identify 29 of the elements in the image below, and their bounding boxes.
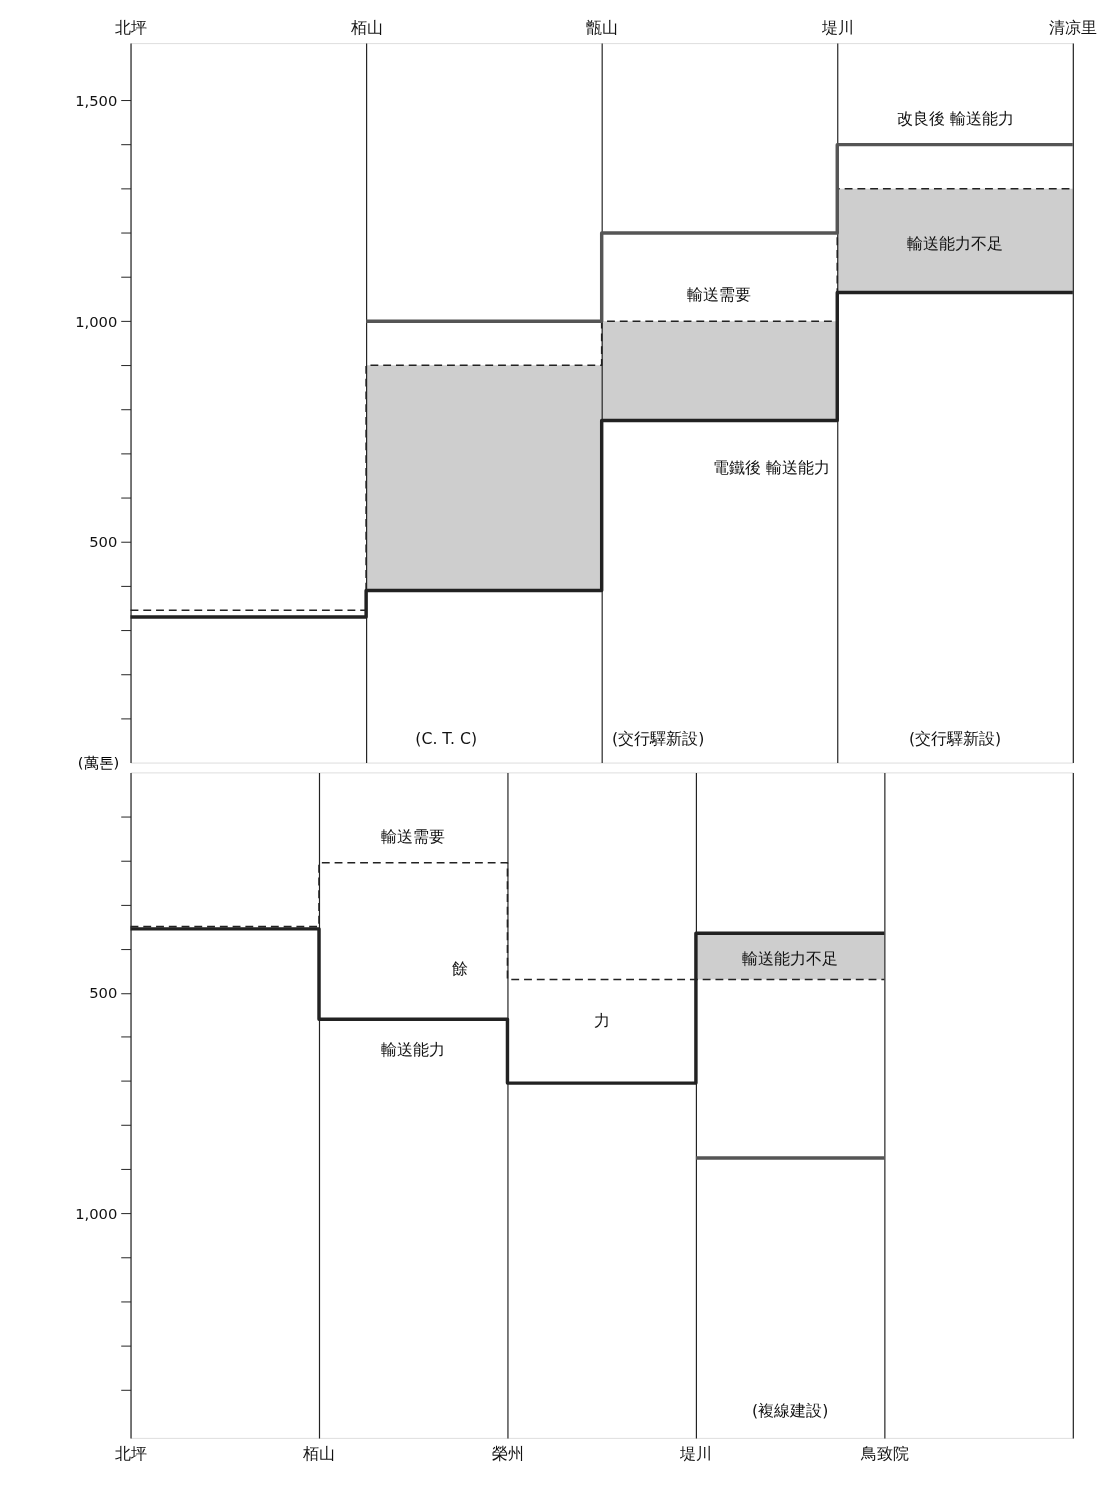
annotation: 電鐵後 輸送能力 (712, 457, 830, 477)
y-tick-label: 500 (89, 984, 118, 1002)
annotation: 力 (593, 1010, 610, 1030)
annotation: (交行驛新設) (908, 728, 1002, 748)
x-tick-label: 栢山 (302, 1443, 336, 1463)
x-tick-label: 栢山 (349, 17, 383, 37)
annotation: (複線建設) (752, 1401, 829, 1421)
x-tick-label: 榮州 (491, 1443, 524, 1463)
annotation: 輸送需要 (687, 284, 752, 304)
x-tick-label: 堤川 (820, 17, 854, 37)
annotation: 改良後 輸送能力 (896, 108, 1014, 128)
annotation: 輸送能力 (381, 1039, 446, 1059)
y-tick-label: 1,000 (75, 312, 118, 330)
annotation: (C. T. C) (415, 728, 478, 748)
y-tick-label: 1,500 (75, 91, 118, 109)
y-tick-label: 1,000 (75, 1204, 118, 1222)
x-tick-label: 堤川 (679, 1443, 713, 1463)
annotation: 輸送能力不足 (907, 234, 1004, 254)
annotation: 輸送需要 (381, 826, 446, 846)
annotation: 輸送能力不足 (742, 948, 839, 968)
annotation: 餘 (452, 958, 469, 978)
x-tick-label: 北坪 (115, 1443, 148, 1463)
annotation: (交行驛新設) (612, 728, 705, 748)
x-tick-label: 鳥致院 (859, 1443, 909, 1463)
y-axis-title: (萬톤) (77, 753, 120, 771)
x-tick-label: 清凉里 (1049, 17, 1098, 37)
x-tick-label: 甑山 (586, 17, 619, 37)
y-tick-label: 500 (89, 533, 118, 551)
x-tick-label: 北坪 (115, 17, 148, 37)
